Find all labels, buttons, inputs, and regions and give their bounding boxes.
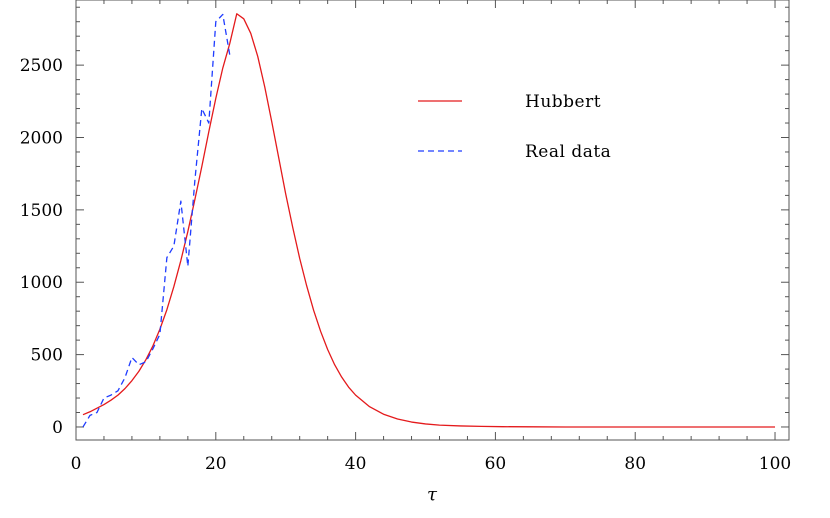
plot-frame — [75, 0, 790, 441]
x-tick-label: 0 — [71, 454, 82, 474]
y-tick-label: 500 — [31, 346, 63, 366]
y-tick-label: 1500 — [20, 201, 63, 221]
x-axis: 0 20 40 60 80 100 — [71, 0, 791, 474]
minor-ticks — [76, 0, 789, 440]
x-tick-label: 60 — [485, 454, 507, 474]
series-layer — [82, 13, 776, 428]
legend-label-hubbert: Hubbert — [525, 92, 601, 112]
y-tick-label: 1000 — [20, 273, 63, 293]
y-tick-label: 2500 — [20, 56, 63, 76]
real-data-line — [82, 13, 231, 428]
x-tick-label: 40 — [345, 454, 367, 474]
x-tick-label: 20 — [205, 454, 227, 474]
y-axis: 0 500 1000 1500 2000 2500 — [20, 56, 789, 438]
x-tick-label: 80 — [624, 454, 646, 474]
hubbert-curve — [82, 13, 776, 428]
x-tick-label: 100 — [759, 454, 791, 474]
legend: Hubbert Real data — [418, 92, 611, 162]
x-axis-label: τ — [427, 484, 438, 505]
y-tick-label: 0 — [52, 418, 63, 438]
y-tick-label: 2000 — [20, 129, 63, 149]
legend-label-real-data: Real data — [525, 142, 611, 162]
